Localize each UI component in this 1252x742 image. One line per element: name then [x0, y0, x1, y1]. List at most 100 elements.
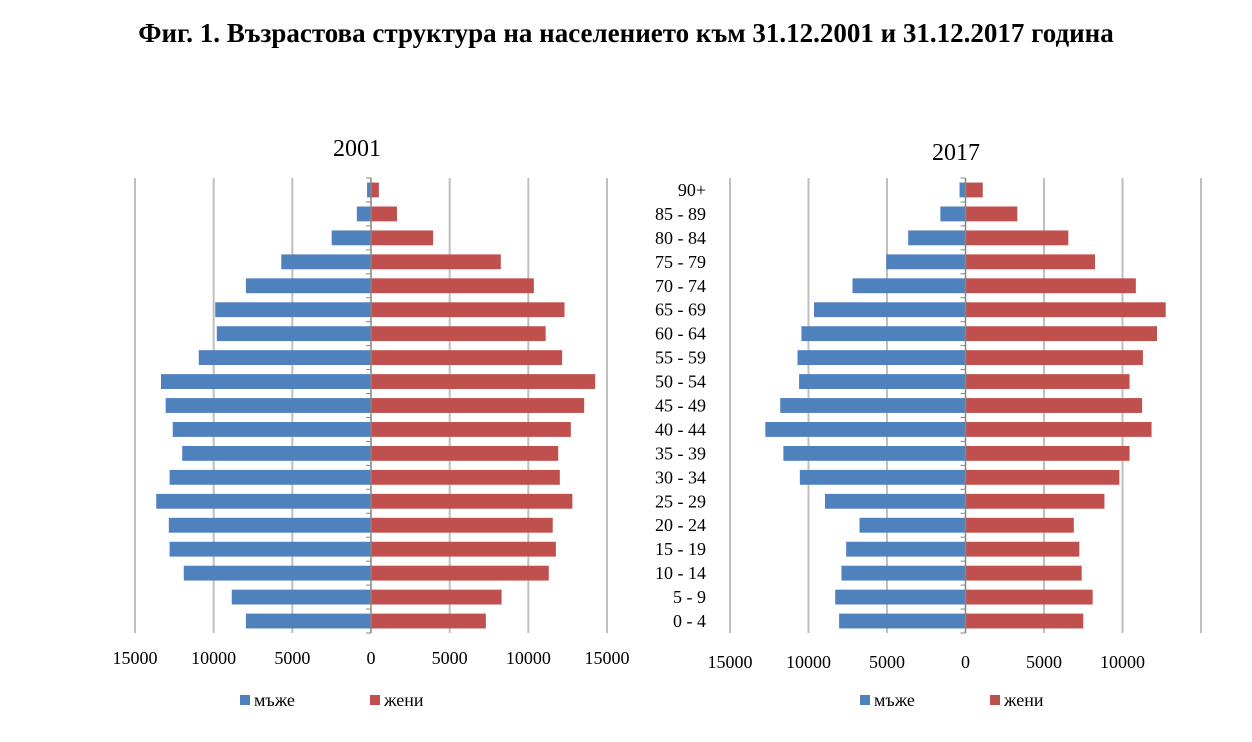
chart-title: 2017 [932, 140, 980, 166]
x-tick-label: 0 [367, 648, 376, 668]
category-label: 45 - 49 [655, 396, 706, 416]
category-label: 50 - 54 [655, 372, 706, 392]
bar-жени-65-69 [371, 302, 565, 318]
legend-swatch-мъже [240, 695, 250, 705]
x-tick-label: 10000 [506, 648, 551, 668]
category-label: 90+ [678, 180, 706, 200]
category-label: 75 - 79 [655, 252, 706, 272]
bar-жени-5-9 [371, 589, 502, 605]
bar-жени-40-44 [965, 422, 1152, 437]
x-tick-label: 15000 [585, 648, 630, 668]
bar-жени-25-29 [371, 493, 573, 509]
bar-жени-30-34 [371, 469, 560, 485]
bar-мъже-80-84 [908, 230, 966, 246]
bar-мъже-35-39 [182, 445, 371, 461]
bar-мъже-40-44 [172, 422, 371, 437]
bar-мъже-85-89 [356, 206, 371, 222]
bar-мъже-65-69 [813, 302, 966, 318]
bar-мъже-5-9 [835, 589, 966, 605]
bar-жени-80-84 [965, 230, 1069, 246]
x-tick-label: 5000 [274, 648, 310, 668]
bar-мъже-25-29 [156, 493, 371, 509]
x-tick-label: 0 [961, 652, 970, 672]
bar-мъже-75-79 [281, 254, 371, 270]
bar-жени-70-74 [965, 278, 1136, 294]
bar-мъже-5-9 [231, 589, 371, 605]
bar-жени-10-14 [371, 565, 549, 581]
bar-жени-5-9 [965, 589, 1093, 605]
chart-2017: 2017 15000 10000 5000 0 5000 10000 90+ 85 - 89 80… [655, 140, 1202, 710]
bar-мъже-55-59 [797, 350, 966, 366]
legend-label: жени [1003, 690, 1044, 710]
bar-мъже-50-54 [160, 374, 371, 389]
x-tick-label: 5000 [869, 652, 905, 672]
category-label: 15 - 19 [655, 539, 706, 559]
category-label: 55 - 59 [655, 348, 706, 368]
bar-жени-70-74 [371, 278, 534, 294]
x-tick-label: 15000 [113, 648, 158, 668]
bar-жени-45-49 [965, 398, 1143, 413]
bar-мъже-50-54 [799, 374, 966, 389]
bar-жени-65-69 [965, 302, 1166, 318]
legend-swatch-мъже [860, 695, 870, 705]
bar-мъже-65-69 [215, 302, 371, 318]
bar-мъже-70-74 [245, 278, 371, 294]
bar-мъже-90+ [959, 182, 966, 198]
legend-swatch-жени [370, 695, 380, 705]
legend-label: жени [383, 690, 424, 710]
bar-мъже-45-49 [165, 398, 371, 413]
category-label: 80 - 84 [655, 228, 706, 248]
bar-мъже-85-89 [940, 206, 966, 222]
bar-жени-60-64 [965, 326, 1158, 342]
bar-жени-30-34 [965, 469, 1120, 485]
bar-мъже-0-4 [245, 613, 371, 629]
bar-мъже-75-79 [886, 254, 966, 270]
bar-мъже-35-39 [783, 445, 966, 461]
bar-жени-45-49 [371, 398, 585, 413]
x-tick-label: 10000 [1100, 652, 1145, 672]
bar-жени-60-64 [371, 326, 546, 342]
category-label: 65 - 69 [655, 300, 706, 320]
bar-жени-85-89 [371, 206, 397, 222]
bar-мъже-45-49 [780, 398, 966, 413]
x-tick-label: 15000 [708, 652, 753, 672]
category-label: 20 - 24 [655, 515, 706, 535]
bar-мъже-0-4 [839, 613, 966, 629]
bar-мъже-10-14 [183, 565, 371, 581]
bar-жени-0-4 [965, 613, 1084, 629]
category-label: 40 - 44 [655, 419, 706, 439]
bar-мъже-40-44 [765, 422, 966, 437]
bar-мъже-10-14 [841, 565, 966, 581]
chart-title: 2001 [333, 136, 381, 162]
bar-мъже-60-64 [216, 326, 371, 342]
bar-жени-75-79 [965, 254, 1096, 270]
bar-мъже-55-59 [198, 350, 371, 366]
bar-жени-35-39 [965, 445, 1130, 461]
bar-мъже-20-24 [859, 517, 966, 533]
figure-title: Фиг. 1. Възрастова структура на населени… [138, 18, 1114, 48]
bar-мъже-15-19 [846, 541, 966, 557]
bar-жени-35-39 [371, 445, 559, 461]
category-label: 5 - 9 [673, 587, 706, 607]
bar-мъже-60-64 [801, 326, 966, 342]
x-tick-label: 10000 [786, 652, 831, 672]
category-label: 70 - 74 [655, 276, 706, 296]
bar-мъже-15-19 [169, 541, 371, 557]
bar-жени-10-14 [965, 565, 1082, 581]
bar-жени-15-19 [371, 541, 556, 557]
bar-мъже-30-34 [169, 469, 371, 485]
bar-жени-20-24 [965, 517, 1074, 533]
legend-label: мъже [254, 690, 295, 710]
x-tick-label: 5000 [1026, 652, 1062, 672]
bar-жени-20-24 [371, 517, 553, 533]
bar-жени-0-4 [371, 613, 486, 629]
bar-жени-40-44 [371, 422, 571, 437]
bar-жени-50-54 [371, 374, 596, 389]
bar-жени-85-89 [965, 206, 1018, 222]
bar-жени-50-54 [965, 374, 1130, 389]
category-label: 60 - 64 [655, 324, 706, 344]
bar-жени-55-59 [371, 350, 563, 366]
category-label: 0 - 4 [673, 611, 706, 631]
category-label: 25 - 29 [655, 491, 706, 511]
